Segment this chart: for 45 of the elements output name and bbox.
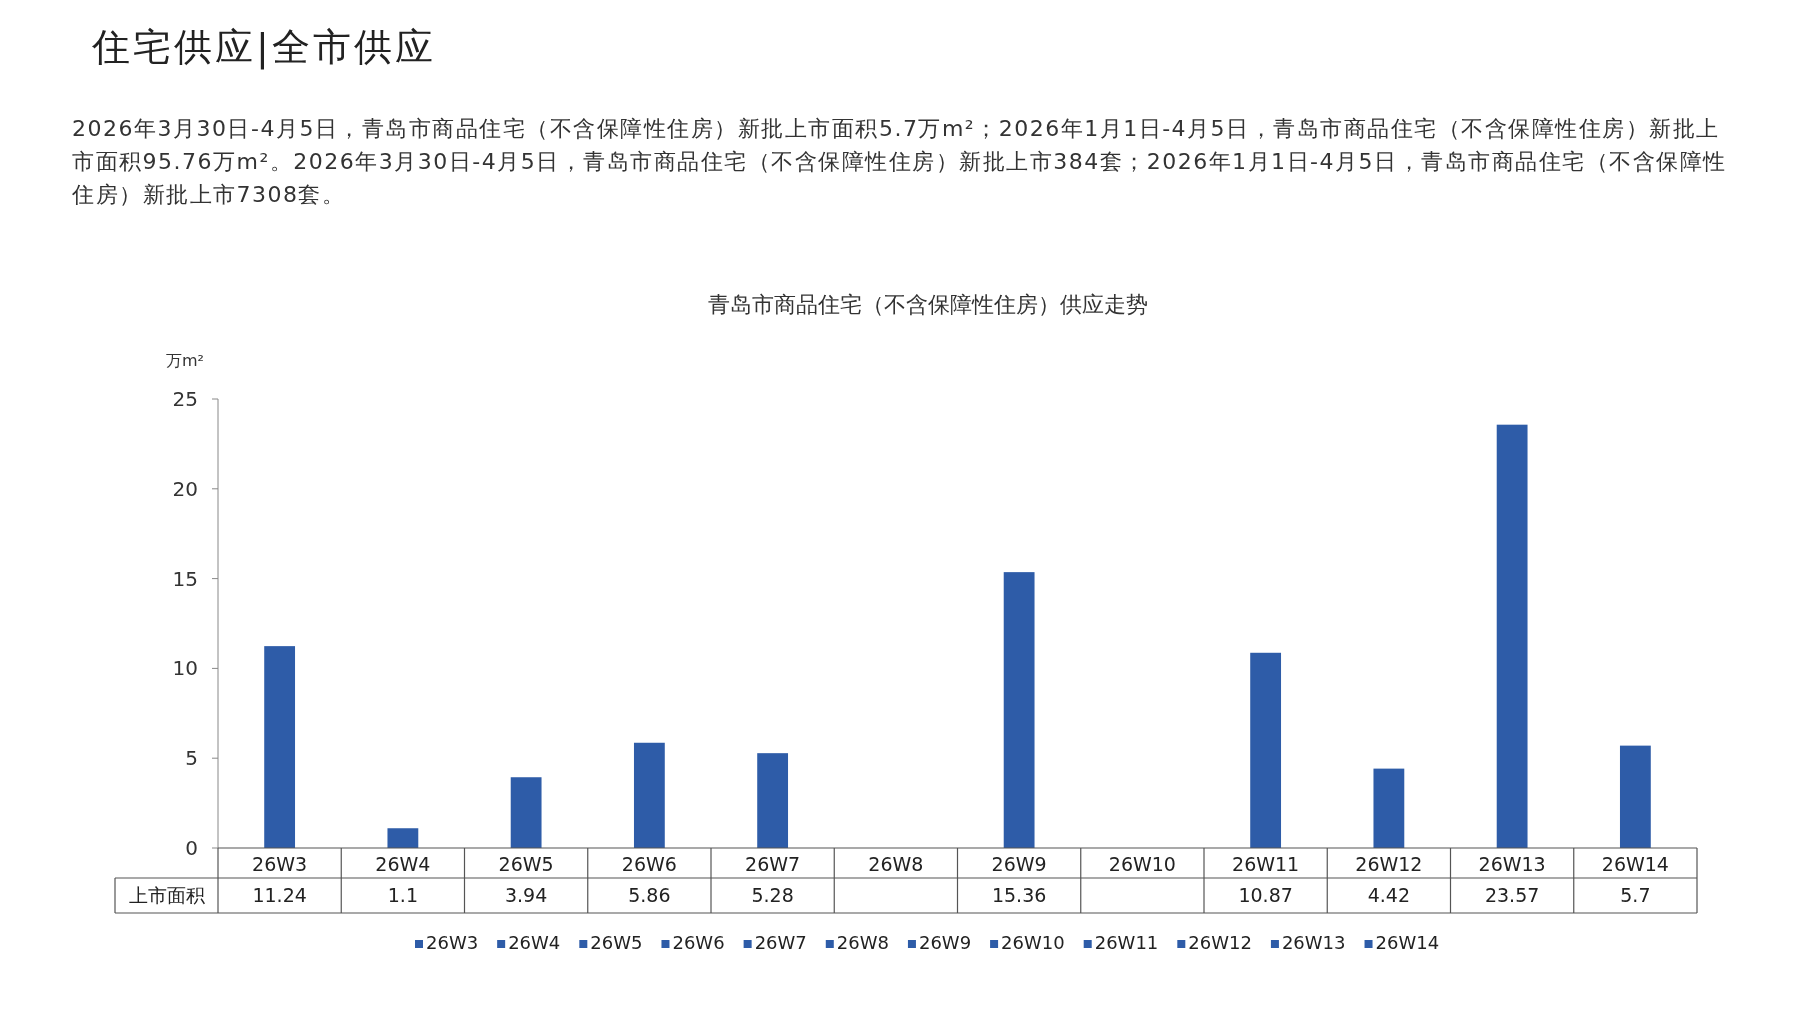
x-tick-label: 26W9 <box>991 853 1047 875</box>
y-tick-label: 15 <box>172 566 198 591</box>
y-tick-label: 0 <box>185 836 198 860</box>
y-tick-label: 20 <box>172 476 198 501</box>
y-tick-label: 5 <box>185 746 198 771</box>
data-label: 15.36 <box>991 884 1047 906</box>
x-tick-label: 26W13 <box>1478 853 1546 875</box>
x-tick-label: 26W7 <box>745 853 801 875</box>
category-label: 26W7 <box>754 932 807 953</box>
data-label: 11.24 <box>252 884 307 906</box>
data-label: 5.28 <box>751 884 794 906</box>
chart-title: 青岛市商品住宅（不含保障性住房）供应走势 <box>707 292 1148 317</box>
category-label: 26W9 <box>918 932 972 953</box>
x-tick-label: 26W11 <box>1232 853 1300 875</box>
data-label: 3.94 <box>504 884 548 906</box>
category-label: 26W10 <box>1001 932 1065 953</box>
x-tick-label: 26W4 <box>375 853 431 875</box>
category-label: 26W8 <box>836 932 889 953</box>
data-label: 1.1 <box>387 884 418 906</box>
category-label: 26W6 <box>672 932 725 953</box>
category-label: 26W14 <box>1375 932 1440 953</box>
category-label: 26W11 <box>1094 932 1159 953</box>
text: 上市面积 <box>128 884 205 906</box>
data-label: 10.87 <box>1238 884 1293 906</box>
y-tick-label: 10 <box>172 656 198 681</box>
x-tick-label: 26W12 <box>1355 853 1423 875</box>
text: 2026年3月30日-4月5日，青岛市商品住宅（不含保障性住房）新批上市面积5.7万m²；2026年1月1日-4月5日，青岛市商品住宅（不含保障性住房）新批上市面积95.76万m²。2026年3月30日-4月5日，青岛市商品住宅（不含保障性住房）新批上市384套；2026年1月1日-4月5日，青岛市商品住宅（不含保障性住房）新批上市7308套。 <box>72 115 1728 209</box>
x-tick-label: 26W8 <box>868 853 924 875</box>
data-label: 5.7 <box>1620 884 1651 906</box>
data-label: 23.57 <box>1484 884 1540 906</box>
data-label: 4.42 <box>1367 884 1411 906</box>
category-label: 26W4 <box>508 932 561 953</box>
x-tick-label: 26W6 <box>621 853 677 875</box>
x-tick-label: 26W14 <box>1601 853 1669 875</box>
category-label: 26W13 <box>1281 932 1346 953</box>
data-label: 5.86 <box>628 884 671 906</box>
category-label: 26W5 <box>590 932 643 953</box>
x-tick-label: 26W10 <box>1108 853 1176 875</box>
x-tick-label: 26W3 <box>252 853 308 875</box>
y-axis-title: 万m² <box>166 351 204 370</box>
text: 住宅供应|全市供应 <box>92 24 436 72</box>
y-tick-label: 25 <box>172 387 198 411</box>
category-label: 26W3 <box>426 932 479 953</box>
category-label: 26W12 <box>1188 932 1252 953</box>
x-tick-label: 26W5 <box>498 853 554 875</box>
